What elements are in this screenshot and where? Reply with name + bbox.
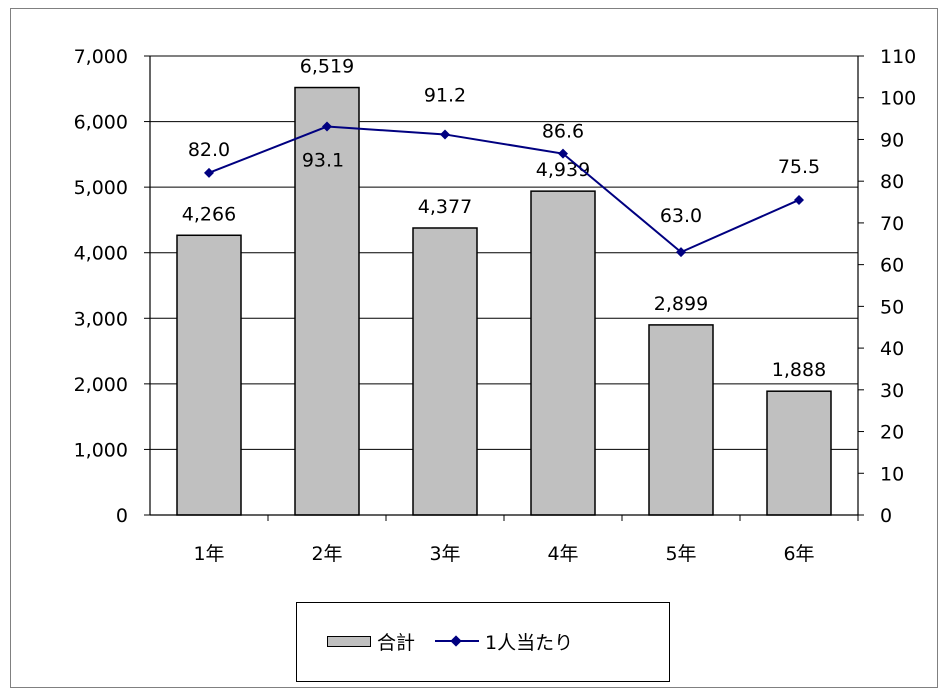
line-point	[794, 194, 804, 205]
y-right-tick-label: 20	[880, 422, 904, 444]
bar-data-label: 2,899	[654, 293, 708, 315]
y-right-tick-label: 10	[880, 463, 904, 485]
x-tick-label: 2年	[311, 543, 342, 565]
y-left-tick-label: 6,000	[74, 112, 128, 134]
legend-swatch-line	[435, 636, 480, 647]
line-point	[558, 148, 568, 159]
line-data-label: 63.0	[660, 205, 702, 227]
bar	[176, 234, 242, 516]
bar	[766, 390, 832, 516]
y-right-tick-label: 100	[880, 88, 916, 110]
line-point	[204, 167, 214, 178]
line-data-label: 86.6	[542, 121, 584, 143]
legend: 合計 1人当たり	[296, 602, 670, 682]
y-left-tick-label: 2,000	[74, 374, 128, 396]
x-tick-label: 3年	[429, 543, 460, 565]
bar-data-label: 4,377	[418, 196, 472, 218]
legend-label-line: 1人当たり	[485, 632, 574, 654]
line-data-label: 75.5	[778, 156, 820, 178]
y-right-tick-label: 110	[880, 46, 916, 68]
line-point	[676, 247, 686, 258]
bar-data-label: 1,888	[772, 359, 826, 381]
y-right-tick-label: 50	[880, 296, 904, 318]
line-data-label: 82.0	[188, 139, 230, 161]
y-left-tick-label: 7,000	[74, 46, 128, 68]
line-data-label: 93.1	[302, 150, 344, 172]
x-tick-label: 4年	[547, 543, 578, 565]
y-left-tick-label: 1,000	[74, 439, 128, 461]
bar	[648, 324, 714, 516]
x-tick-label: 6年	[783, 543, 814, 565]
y-right-tick-label: 30	[880, 380, 904, 402]
y-left-tick-label: 3,000	[74, 308, 128, 330]
y-right-tick-label: 80	[880, 171, 904, 193]
y-left-tick-label: 4,000	[74, 243, 128, 265]
y-right-tick-label: 60	[880, 255, 904, 277]
legend-item-bar: 合計	[327, 628, 415, 655]
legend-swatch-bar	[327, 636, 371, 647]
line-series	[208, 125, 800, 254]
y-right-tick-label: 70	[880, 213, 904, 235]
line-point	[440, 129, 450, 140]
legend-item-line: 1人当たり	[435, 628, 573, 655]
y-left-tick-label: 5,000	[74, 177, 128, 199]
combo-chart: 0 1,000 2,000 3,000 4,000 5,000 6,000 7,000 0 10 2…	[74, 46, 917, 565]
x-tick-label: 5年	[665, 543, 696, 565]
y-right-tick-label: 40	[880, 338, 904, 360]
bar	[412, 227, 478, 516]
line-point	[322, 121, 332, 132]
y-left-tick-label: 0	[116, 505, 128, 527]
x-tick-label: 1年	[193, 543, 224, 565]
bar-data-label: 6,519	[300, 56, 354, 78]
bar-data-label: 4,266	[182, 203, 236, 225]
y-right-tick-label: 90	[880, 129, 904, 151]
y-right-tick-label: 0	[880, 505, 892, 527]
line-data-label: 91.2	[424, 84, 466, 106]
legend-label-bar: 合計	[377, 632, 416, 654]
bar	[530, 190, 596, 516]
